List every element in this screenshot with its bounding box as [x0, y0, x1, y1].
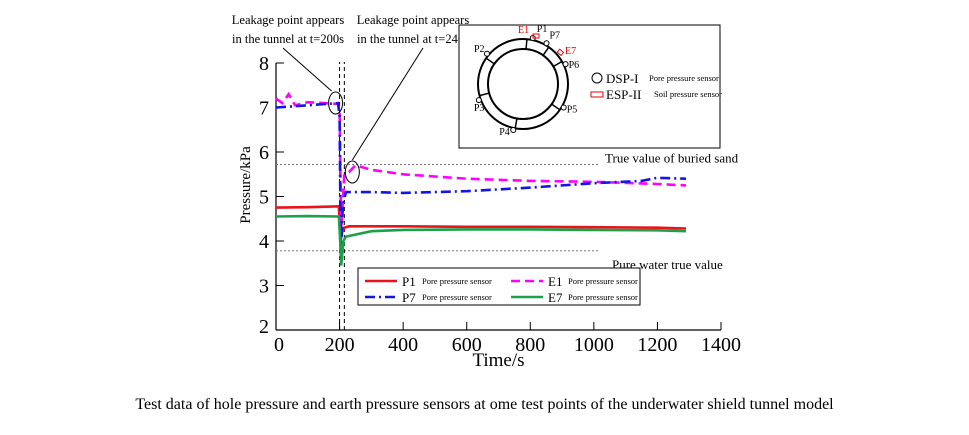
legend-desc: Pore pressure sensor [422, 276, 492, 286]
y-tick-label: 5 [259, 187, 269, 209]
y-axis-label: Pressure/kPa [238, 146, 254, 224]
y-tick-label: 3 [259, 276, 269, 298]
x-tick-label: 1400 [701, 334, 741, 356]
sensor-p5-icon [560, 104, 567, 111]
series-line-p1 [275, 204, 687, 242]
segment-joint [542, 46, 550, 56]
sensor-label: P1 [537, 24, 548, 35]
segment-joint [525, 39, 528, 50]
annotation-circle [328, 91, 344, 115]
sensor-label: P6 [569, 60, 580, 71]
sensor-label: P5 [567, 105, 578, 116]
sensor-p6-icon [562, 61, 569, 68]
reference-label: True value of buried sand [605, 150, 739, 165]
y-tick-label: 4 [259, 231, 269, 253]
annotation-text: in the tunnel at t=240s [357, 32, 469, 46]
segment-joint [514, 118, 518, 129]
annotation-arrow [351, 47, 424, 161]
sensor-label: P7 [550, 30, 561, 41]
legend-label-e7: E7 [548, 290, 563, 305]
annotation-text: Leakage point appears [232, 13, 345, 27]
segment-joint [485, 57, 495, 65]
x-tick-label: 800 [515, 334, 545, 356]
sensor-p4-icon [510, 126, 517, 133]
sensor-e7-icon [556, 48, 565, 57]
legend-label-e1: E1 [548, 274, 562, 289]
figure-caption: Test data of hole pressure and earth pre… [135, 396, 834, 413]
x-tick-label: 1000 [574, 334, 614, 356]
legend-label-p1: P1 [402, 274, 416, 289]
sensor-label: E7 [565, 46, 576, 57]
segment-joint [479, 92, 490, 97]
legend-desc: Pore pressure sensor [568, 292, 638, 302]
x-tick-label: 600 [452, 334, 482, 356]
inset-legend-desc: Pore pressure sensor [649, 73, 719, 83]
sensor-p3-icon [475, 97, 482, 104]
pressure-chart: 2 3 4 5 6 7 8 0 200 400 600 800 1000 1200 1400 Time/s Pr… [232, 13, 741, 371]
x-tick-label: 400 [388, 334, 418, 356]
sensor-label: P2 [474, 44, 485, 55]
legend-circle-icon [591, 72, 603, 84]
annotation-text: Leakage point appears [357, 13, 470, 27]
legend-label-p7: P7 [402, 290, 416, 305]
series-line-p7 [275, 101, 687, 259]
sensor-e1-icon [532, 33, 540, 39]
annotation-arrow [282, 47, 332, 92]
legend-box [357, 267, 641, 306]
x-tick-label: 1200 [637, 334, 677, 356]
x-tick-label: 0 [274, 334, 284, 356]
inset-legend-label: ESP-II [606, 87, 641, 102]
legend-desc: Pore pressure sensor [568, 276, 638, 286]
annotation-text: in the tunnel at t=200s [232, 32, 344, 46]
sensor-label: P3 [474, 103, 485, 114]
x-tick-label: 200 [325, 334, 355, 356]
y-tick-label: 7 [259, 98, 269, 120]
y-tick-label: 6 [259, 142, 269, 164]
sensor-p7-icon [543, 40, 550, 47]
series-line-e7 [275, 214, 687, 266]
sensor-p2-icon [483, 50, 490, 57]
x-axis-label: Time/s [472, 350, 524, 371]
inset-legend-desc: Soil pressure sensor [654, 89, 722, 99]
segment-joint [552, 60, 563, 68]
inset-legend-label: DSP-I [606, 71, 639, 86]
tunnel-outer-ring [477, 38, 569, 130]
inset-box [458, 24, 721, 149]
segment-joint [551, 103, 561, 111]
tunnel-inner-ring [487, 48, 559, 120]
y-tick-label: 2 [259, 316, 269, 338]
sensor-label: P4 [499, 127, 510, 138]
annotation-circle [344, 160, 360, 184]
sensor-label: E1 [518, 25, 529, 36]
y-tick-label: 8 [259, 53, 269, 75]
legend-desc: Pore pressure sensor [422, 292, 492, 302]
legend-rect-icon [590, 91, 604, 98]
